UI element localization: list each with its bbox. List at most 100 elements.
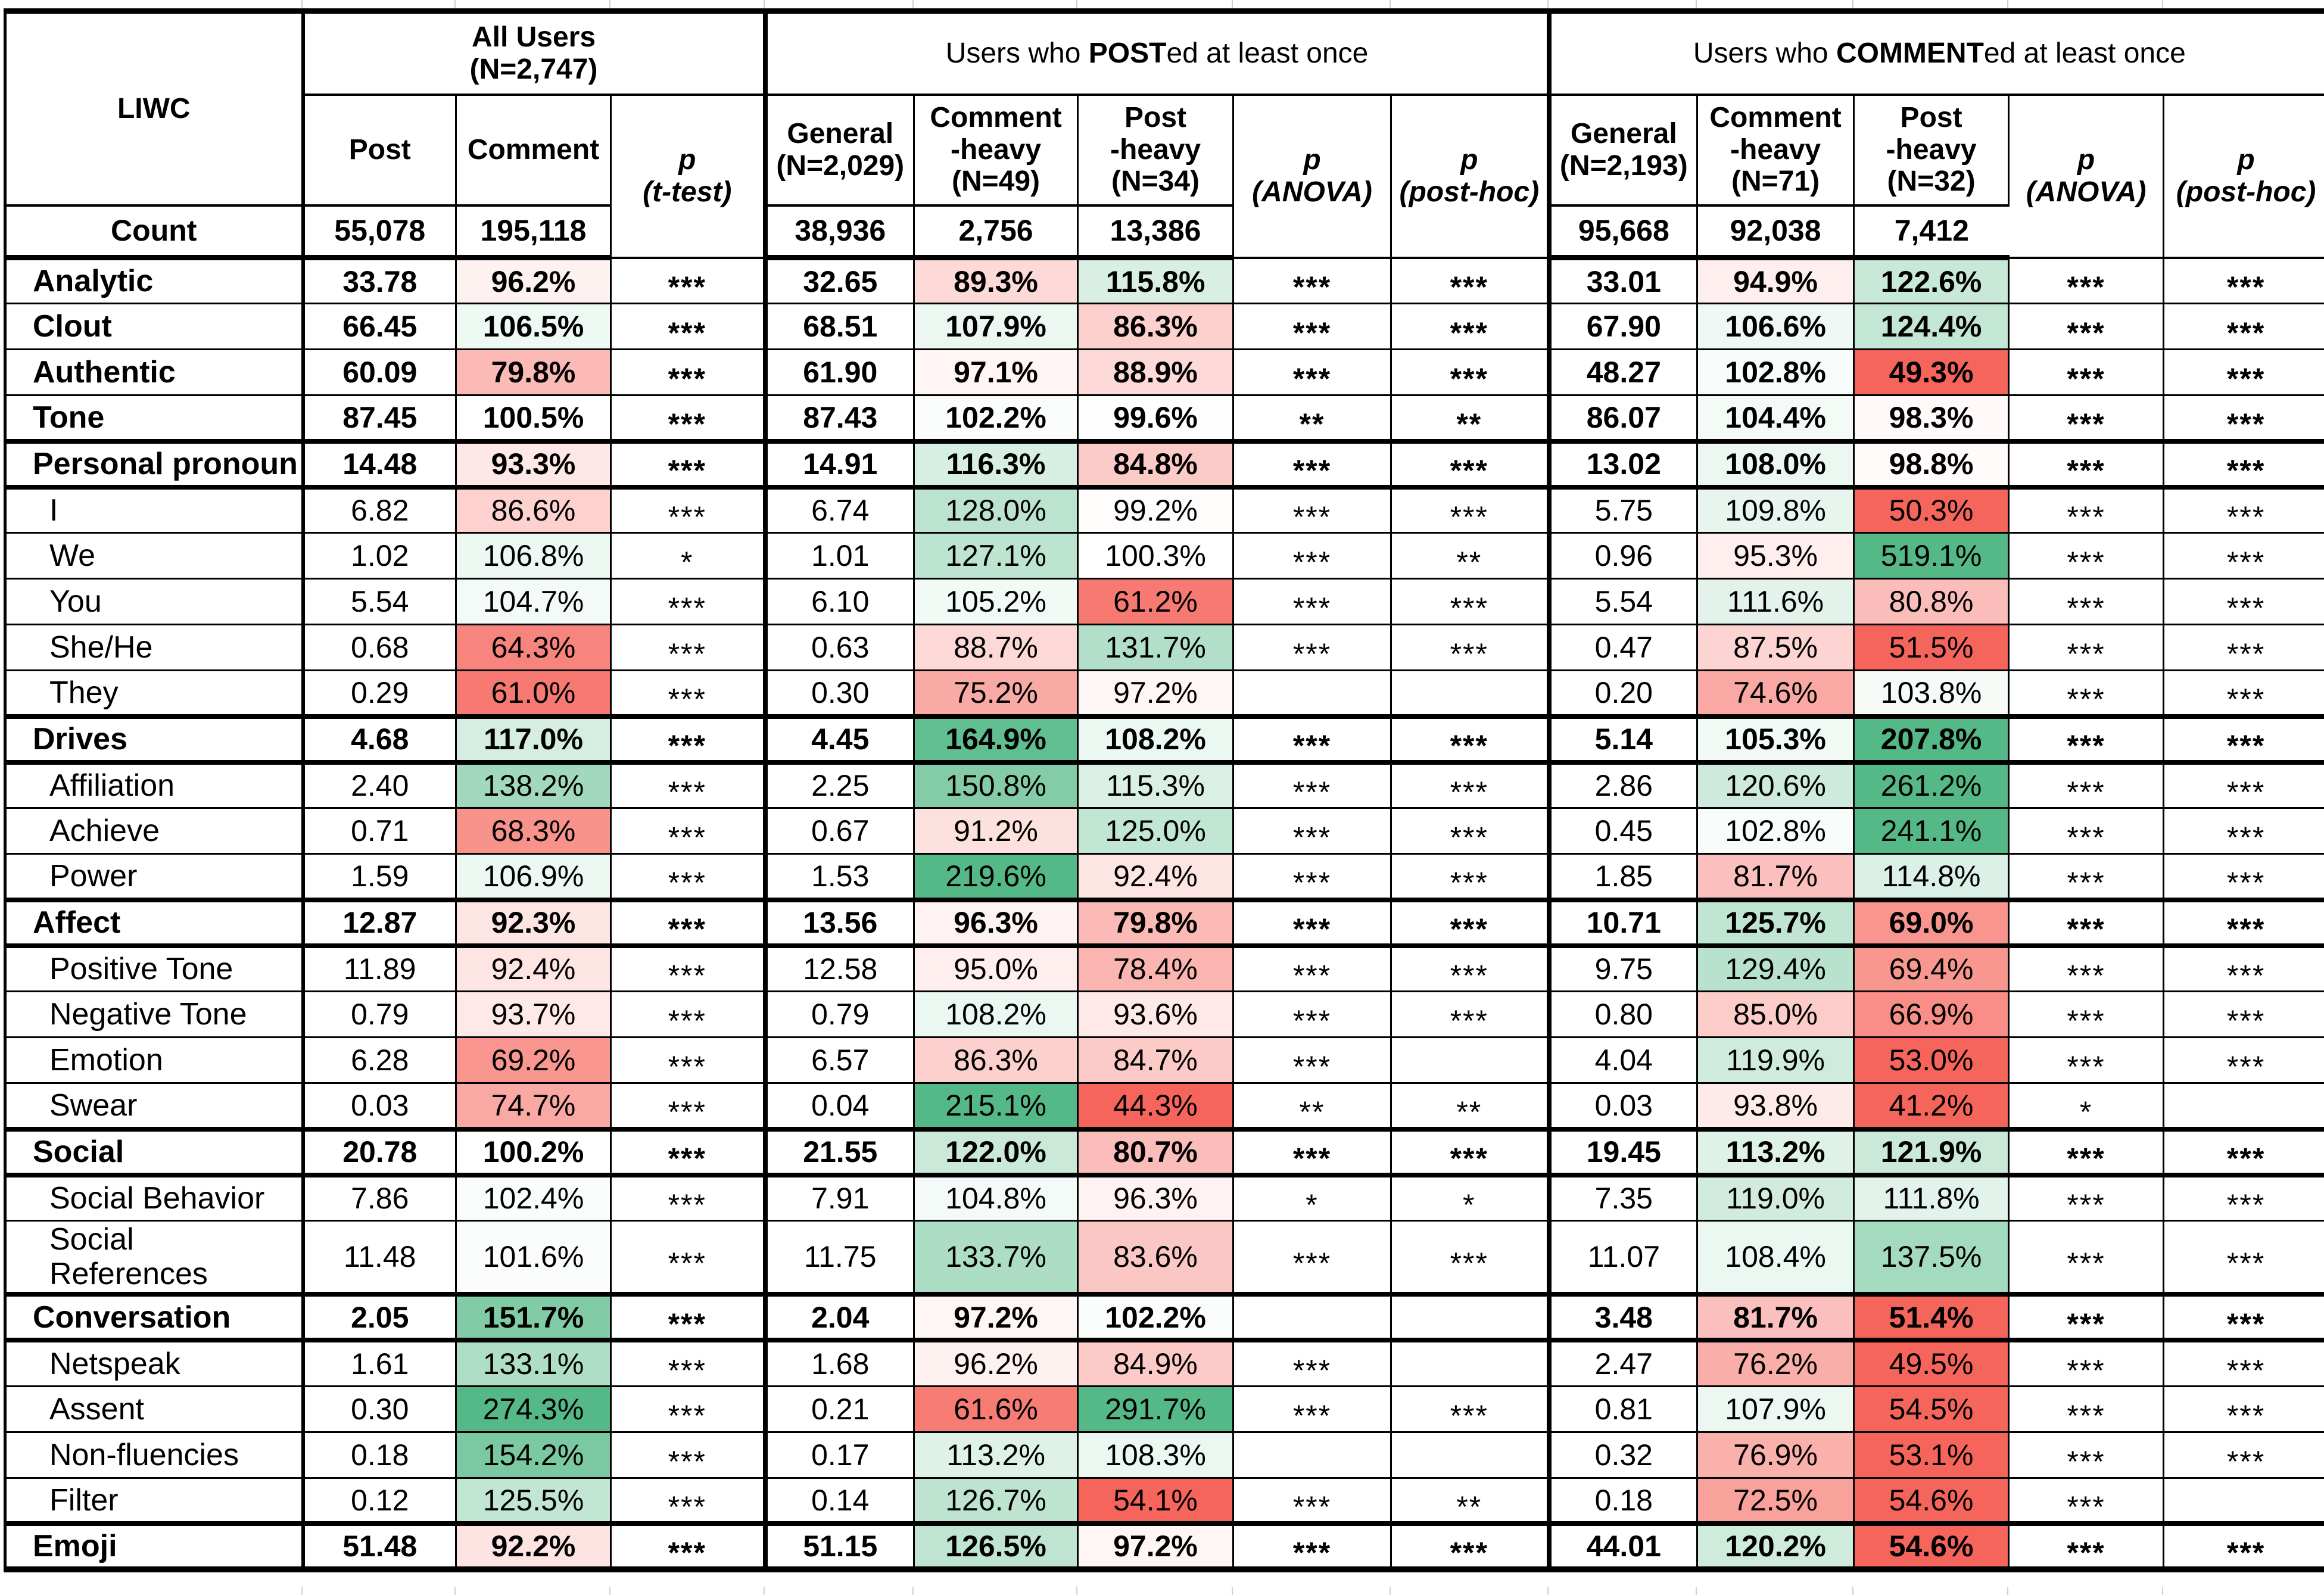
group3-title-strong: COMMENT (1836, 37, 1984, 69)
table-row: Authentic 60.09 79.8% *** 61.90 97.1% 88.9% ***… (5, 348, 2324, 395)
significance-cell: *** (2008, 897, 2165, 946)
significance-cell: *** (2008, 578, 2165, 625)
table-body: Analytic 33.78 96.2% *** 32.65 89.3% 115.8% ***… (5, 257, 2324, 1570)
count-label: Count (5, 205, 305, 260)
col-header-general-post-group: General (N=2,029) (765, 94, 915, 207)
significance-cell: *** (2163, 394, 2324, 441)
mean-cell: 0.79 (303, 990, 457, 1038)
significance-cell: *** (2163, 1338, 2324, 1387)
mean-cell: 14.91 (765, 438, 915, 487)
significance-cell: *** (1233, 759, 1392, 808)
mean-cell: 5.14 (1549, 714, 1699, 762)
significance-cell (1233, 1431, 1392, 1478)
percent-cell: 81.7% (1697, 853, 1855, 900)
mean-cell: 87.43 (765, 394, 915, 441)
mean-cell: 7.35 (1549, 1172, 1699, 1221)
percent-cell: 105.3% (1697, 714, 1855, 762)
mean-cell: 11.89 (303, 943, 457, 992)
percent-cell: 61.6% (914, 1385, 1079, 1432)
significance-cell: *** (610, 394, 768, 441)
mean-cell: 0.68 (303, 624, 457, 671)
percent-cell: 113.2% (1697, 1126, 1855, 1175)
mean-cell: 2.86 (1549, 759, 1699, 808)
significance-cell: *** (610, 1385, 768, 1432)
percent-cell: 76.9% (1697, 1431, 1855, 1478)
percent-cell: 105.2% (914, 578, 1079, 625)
percent-cell: 106.8% (456, 532, 612, 579)
row-label: Non-fluencies (5, 1431, 305, 1478)
significance-cell: *** (2163, 348, 2324, 395)
significance-cell: *** (2008, 1126, 2165, 1175)
significance-cell: *** (1233, 1220, 1392, 1295)
liwc-column-header: LIWC (5, 11, 305, 207)
liwc-comparison-table: LIWC All Users (N=2,747) Users who POSTe… (4, 8, 2324, 1573)
mean-cell: 5.54 (1549, 578, 1699, 625)
significance-cell: *** (1233, 484, 1392, 533)
percent-cell: 74.7% (456, 1082, 612, 1129)
significance-cell: *** (2163, 578, 2324, 625)
significance-cell: *** (2008, 1172, 2165, 1221)
significance-cell: *** (610, 484, 768, 533)
row-label: Emotion (5, 1036, 305, 1083)
percent-cell: 104.8% (914, 1172, 1079, 1221)
significance-cell: *** (2163, 897, 2324, 946)
mean-cell: 14.48 (303, 438, 457, 487)
percent-cell: 96.2% (914, 1338, 1079, 1387)
count-value: 13,386 (1077, 205, 1234, 260)
significance-cell: *** (610, 1220, 768, 1295)
row-label: They (5, 669, 305, 716)
percent-cell: 79.8% (1077, 897, 1234, 946)
percent-cell: 83.6% (1077, 1220, 1234, 1295)
count-value: 92,038 (1697, 205, 1855, 260)
percent-cell: 104.7% (456, 578, 612, 625)
row-label: Conversation (5, 1292, 305, 1341)
mean-cell: 5.54 (303, 578, 457, 625)
table-row: I 6.82 86.6% *** 6.74 128.0% 99.2% *** *** 5.75 10… (5, 484, 2324, 533)
significance-cell: *** (1391, 853, 1552, 900)
percent-cell: 80.7% (1077, 1126, 1234, 1175)
mean-cell: 1.59 (303, 853, 457, 900)
significance-cell: *** (1233, 1476, 1392, 1524)
percent-cell: 138.2% (456, 759, 612, 808)
significance-cell: *** (2163, 943, 2324, 992)
percent-cell: 111.6% (1697, 578, 1855, 625)
mean-cell: 0.45 (1549, 807, 1699, 854)
table-row: Power 1.59 106.9% *** 1.53 219.6% 92.4% *** *** 1… (5, 853, 2324, 900)
percent-cell: 100.3% (1077, 532, 1234, 579)
percent-cell: 68.3% (456, 807, 612, 854)
percent-cell: 97.1% (914, 348, 1079, 395)
group-header-all-users: All Users (N=2,747) (303, 11, 768, 96)
percent-cell: 102.2% (1077, 1292, 1234, 1341)
percent-cell: 61.2% (1077, 578, 1234, 625)
mean-cell: 0.17 (765, 1431, 915, 1478)
mean-cell: 67.90 (1549, 303, 1699, 350)
mean-cell: 7.91 (765, 1172, 915, 1221)
row-label: Swear (5, 1082, 305, 1129)
table-row: Emoji 51.48 92.2% *** 51.15 126.5% 97.2% *** ***… (5, 1521, 2324, 1570)
significance-cell: * (1233, 1172, 1392, 1221)
table-row: Achieve 0.71 68.3% *** 0.67 91.2% 125.0% *** ***… (5, 807, 2324, 854)
group2-title-suffix: ed at least once (1166, 37, 1369, 69)
significance-cell: *** (2163, 303, 2324, 350)
significance-cell: *** (2163, 1521, 2324, 1570)
significance-cell: *** (610, 1292, 768, 1341)
table-row: Positive Tone 11.89 92.4% *** 12.58 95.0% 78.4… (5, 943, 2324, 992)
percent-cell: 49.5% (1853, 1338, 2010, 1387)
significance-cell: *** (1233, 532, 1392, 579)
percent-cell: 120.6% (1697, 759, 1855, 808)
significance-cell: *** (1233, 303, 1392, 350)
mean-cell: 51.15 (765, 1521, 915, 1570)
significance-cell: *** (2008, 257, 2165, 304)
percent-cell: 207.8% (1853, 714, 2010, 762)
significance-cell: *** (2163, 1036, 2324, 1083)
significance-cell: *** (1233, 348, 1392, 395)
significance-cell: *** (2163, 714, 2324, 762)
significance-cell: *** (2163, 1431, 2324, 1478)
table-row: Assent 0.30 274.3% *** 0.21 61.6% 291.7% *** ***… (5, 1385, 2324, 1432)
significance-cell: *** (1391, 990, 1552, 1038)
percent-cell: 133.1% (456, 1338, 612, 1387)
percent-cell: 72.5% (1697, 1476, 1855, 1524)
significance-cell: *** (1233, 1126, 1392, 1175)
significance-cell: *** (2163, 1292, 2324, 1341)
table-row: Affect 12.87 92.3% *** 13.56 96.3% 79.8% *** ***… (5, 897, 2324, 946)
